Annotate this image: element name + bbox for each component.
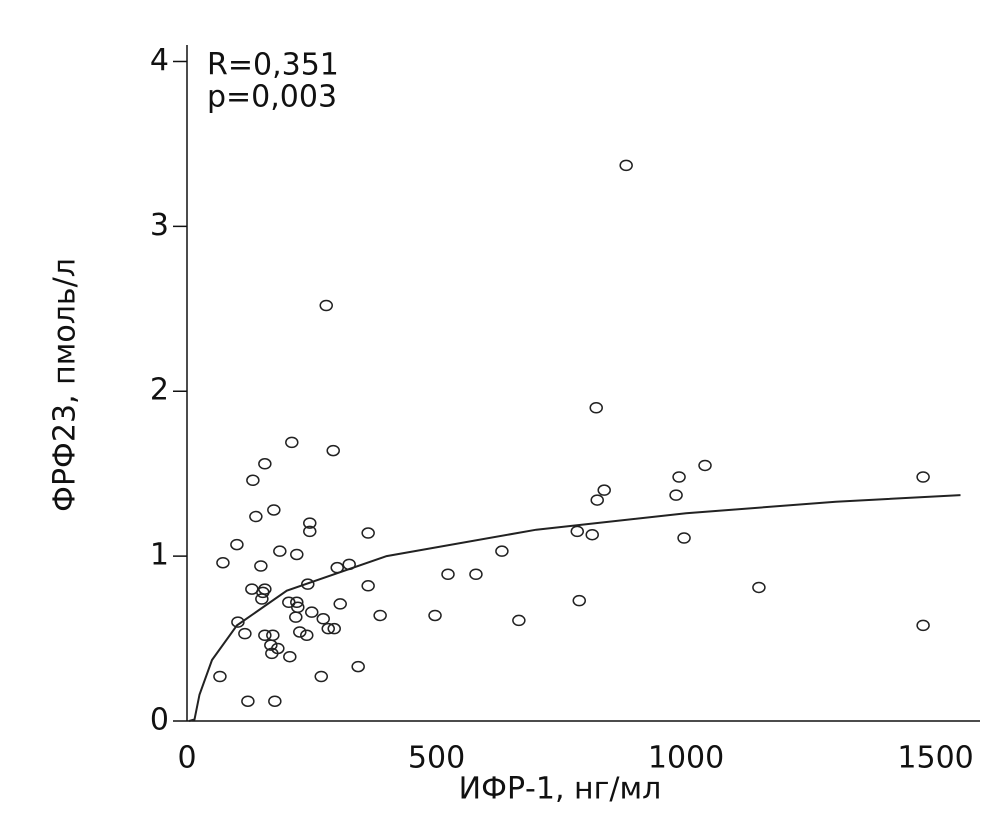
x-tick-label: 500 <box>408 741 465 776</box>
point <box>672 471 686 483</box>
point <box>590 494 604 506</box>
point <box>441 568 455 581</box>
point <box>258 583 272 595</box>
point <box>245 583 259 595</box>
point <box>254 560 268 572</box>
point <box>495 545 509 557</box>
annotation: p=0,003 <box>207 80 337 115</box>
point <box>291 601 305 613</box>
point <box>231 616 245 628</box>
x-tick-label: 1000 <box>648 741 724 776</box>
point <box>290 596 304 609</box>
point <box>303 525 317 538</box>
point <box>258 629 272 642</box>
point <box>283 650 297 663</box>
point <box>213 670 227 683</box>
point <box>241 695 255 707</box>
point <box>333 598 347 610</box>
point <box>273 545 287 557</box>
point <box>469 568 483 581</box>
point <box>249 510 263 523</box>
point <box>619 159 633 172</box>
point <box>290 548 304 561</box>
point <box>216 556 230 569</box>
point <box>698 459 712 472</box>
point <box>351 660 365 673</box>
y-tick-label: 2 <box>150 373 169 408</box>
point <box>327 622 341 635</box>
point <box>293 626 307 638</box>
point <box>303 517 317 529</box>
x-axis-label: ИФР-1, нг/мл <box>459 772 662 807</box>
point <box>512 614 526 627</box>
point <box>230 538 244 551</box>
point <box>669 489 683 501</box>
point <box>267 504 281 516</box>
point <box>361 527 375 539</box>
point <box>585 528 599 541</box>
point <box>300 629 314 642</box>
point <box>373 609 387 622</box>
point <box>570 525 585 538</box>
point <box>677 532 691 544</box>
point <box>916 619 930 632</box>
point <box>361 580 375 592</box>
annotation: R=0,351 <box>207 48 339 83</box>
point <box>246 474 260 487</box>
y-tick-label: 0 <box>150 703 169 738</box>
point <box>268 695 282 707</box>
point <box>342 558 356 571</box>
y-tick-label: 3 <box>150 208 169 243</box>
point <box>752 581 766 594</box>
x-tick-label: 0 <box>177 741 196 776</box>
y-axis-label: ФРФ23, пмоль/л <box>48 258 83 512</box>
point <box>314 670 328 683</box>
point <box>589 401 603 414</box>
point <box>301 578 315 590</box>
point <box>305 606 319 618</box>
point <box>238 627 252 640</box>
point <box>916 471 930 483</box>
point <box>289 611 303 623</box>
point <box>271 642 285 655</box>
fit-curve <box>188 494 961 722</box>
point <box>330 561 344 574</box>
point <box>258 458 272 470</box>
point <box>428 609 442 622</box>
y-tick-label: 1 <box>150 538 169 573</box>
y-tick-label: 4 <box>150 43 169 78</box>
point <box>266 629 280 642</box>
point <box>597 484 611 496</box>
point <box>285 436 299 449</box>
point <box>321 622 335 635</box>
point <box>572 594 587 607</box>
point <box>316 613 330 625</box>
x-tick-label: 1500 <box>897 741 973 776</box>
point <box>326 444 340 457</box>
point <box>319 299 333 312</box>
